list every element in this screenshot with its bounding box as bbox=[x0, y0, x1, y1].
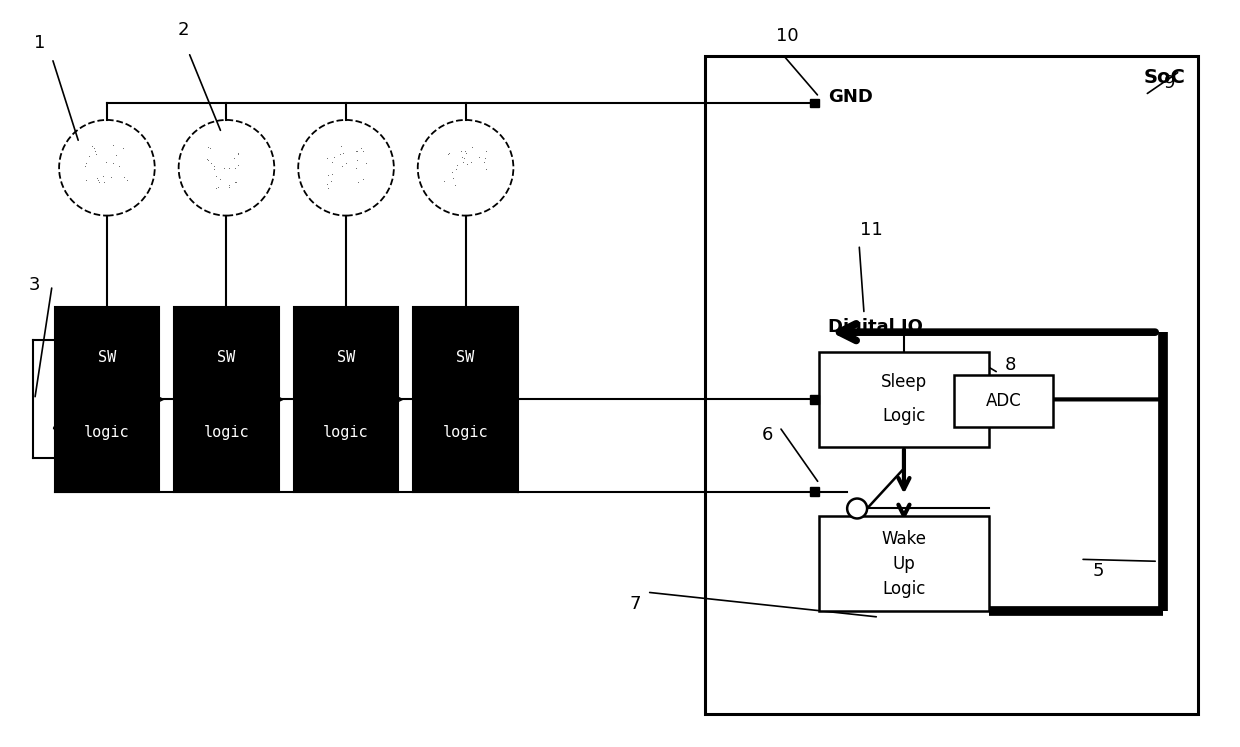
Bar bbox=[810, 487, 818, 496]
Text: ADC: ADC bbox=[986, 392, 1022, 410]
Circle shape bbox=[179, 120, 274, 216]
Text: 8: 8 bbox=[1004, 356, 1017, 374]
Text: GND: GND bbox=[828, 88, 873, 106]
Circle shape bbox=[60, 120, 155, 216]
Text: 2: 2 bbox=[177, 21, 190, 40]
Text: 3: 3 bbox=[29, 276, 40, 294]
Text: Digital IO: Digital IO bbox=[828, 318, 923, 336]
Text: SW: SW bbox=[98, 350, 117, 365]
Text: SW: SW bbox=[456, 350, 475, 365]
Bar bbox=[810, 395, 818, 404]
Text: 4: 4 bbox=[51, 418, 63, 436]
Circle shape bbox=[418, 120, 513, 216]
Text: SoC: SoC bbox=[1145, 68, 1185, 87]
Text: 10: 10 bbox=[776, 27, 799, 46]
Text: Logic: Logic bbox=[882, 407, 925, 425]
Text: Wake: Wake bbox=[882, 530, 926, 548]
Text: 7: 7 bbox=[629, 595, 641, 613]
Text: 1: 1 bbox=[35, 34, 46, 52]
Text: Up: Up bbox=[893, 555, 915, 573]
Text: SW: SW bbox=[217, 350, 236, 365]
Text: Logic: Logic bbox=[882, 580, 925, 598]
Text: logic: logic bbox=[203, 425, 249, 440]
Circle shape bbox=[847, 498, 867, 518]
Bar bbox=[413, 307, 518, 492]
Bar bbox=[704, 56, 1198, 713]
Text: 11: 11 bbox=[859, 220, 883, 238]
Text: 5: 5 bbox=[1092, 562, 1104, 580]
Text: 9: 9 bbox=[1164, 74, 1176, 92]
Bar bbox=[820, 516, 988, 611]
Bar bbox=[810, 99, 818, 108]
Bar bbox=[294, 307, 398, 492]
Text: Sleep: Sleep bbox=[880, 374, 928, 391]
Bar bbox=[174, 307, 279, 492]
Text: logic: logic bbox=[324, 425, 368, 440]
Bar bbox=[820, 352, 988, 447]
Text: logic: logic bbox=[84, 425, 130, 440]
Circle shape bbox=[298, 120, 394, 216]
Bar bbox=[55, 307, 159, 492]
Text: SW: SW bbox=[337, 350, 355, 365]
Text: logic: logic bbox=[443, 425, 489, 440]
Text: 6: 6 bbox=[761, 426, 773, 444]
Bar bbox=[954, 375, 1054, 427]
